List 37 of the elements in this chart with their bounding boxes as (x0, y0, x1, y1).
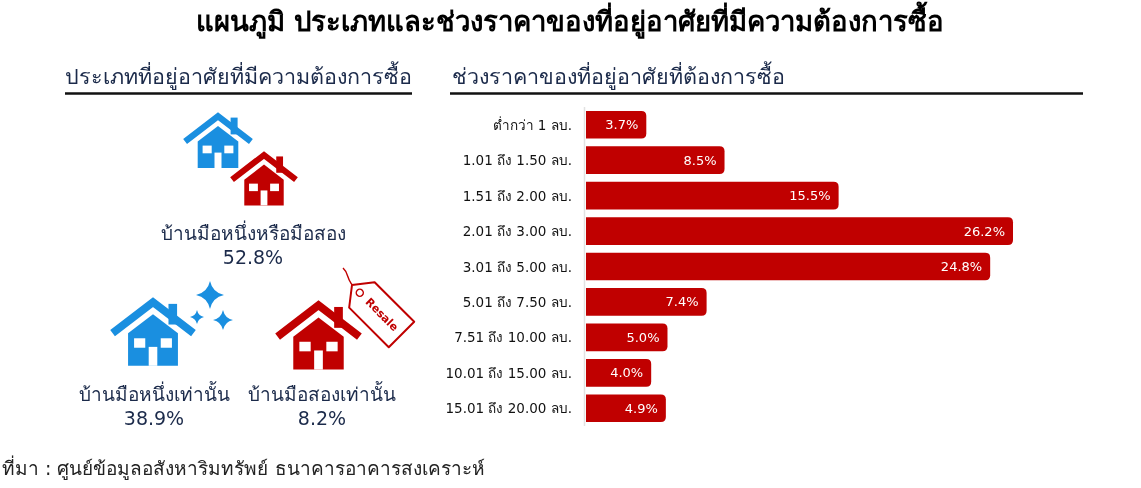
text: ที่มา : ศูนย์ข้อมูลอสังหาริมทรัพย์ ธนาคารอาคารสงเคราะห์ (2, 455, 485, 480)
data-label: 5.0% (626, 329, 660, 345)
bar (586, 252, 991, 281)
y-tick-label: 15.01 ถึง 20.00 ลบ. (445, 400, 572, 417)
category-label: บ้านมือหนึ่งเท่านั้น (78, 381, 230, 405)
category-label: บ้านมือสองเท่านั้น (248, 381, 396, 405)
text: 8.2% (297, 407, 347, 429)
chart-title: ช่วงราคาของที่อยู่อาศัยที่ต้องการซื้อ (452, 61, 785, 90)
bar (586, 359, 652, 387)
bar (586, 217, 1013, 245)
data-label: 3.7% (605, 117, 639, 133)
bar (586, 181, 839, 210)
data-label: 7.4% (665, 294, 699, 310)
y-tick-label: 3.01 ถึง 5.00 ลบ. (462, 258, 572, 275)
y-tick-label: 7.51 ถึง 10.00 ลบ. (454, 329, 572, 346)
data-label: 4.0% (610, 365, 644, 381)
text: 52.8% (222, 246, 284, 268)
text: แผนภูมิ ประเภทและช่วงราคาของที่อยู่อาศัยที่มีความต้องการซื้อ (195, 1, 945, 39)
bar (586, 110, 647, 139)
y-tick-label: 10.01 ถึง 15.00 ลบ. (445, 364, 572, 381)
text: 38.9% (123, 407, 185, 429)
category-label: บ้านมือหนึ่งหรือมือสอง (160, 220, 346, 244)
data-label: 26.2% (963, 223, 1005, 239)
data-label: 4.9% (624, 400, 658, 416)
bar (586, 288, 707, 316)
bar (586, 323, 668, 352)
y-tick-label: 5.01 ถึง 7.50 ลบ. (462, 293, 572, 310)
text: ประเภทที่อยู่อาศัยที่มีความต้องการซื้อ (65, 61, 412, 90)
y-tick-label: 2.01 ถึง 3.00 ลบ. (462, 223, 572, 240)
data-label: 8.5% (683, 152, 717, 168)
y-tick-label: 1.51 ถึง 2.00 ลบ. (462, 187, 572, 204)
bar (586, 394, 666, 423)
data-label: 15.5% (789, 188, 831, 204)
y-tick-label: ต่ำกว่า 1 ลบ. (492, 115, 572, 133)
bar (586, 146, 725, 174)
y-tick-label: 1.01 ถึง 1.50 ลบ. (462, 152, 572, 169)
data-label: 24.8% (940, 259, 983, 274)
